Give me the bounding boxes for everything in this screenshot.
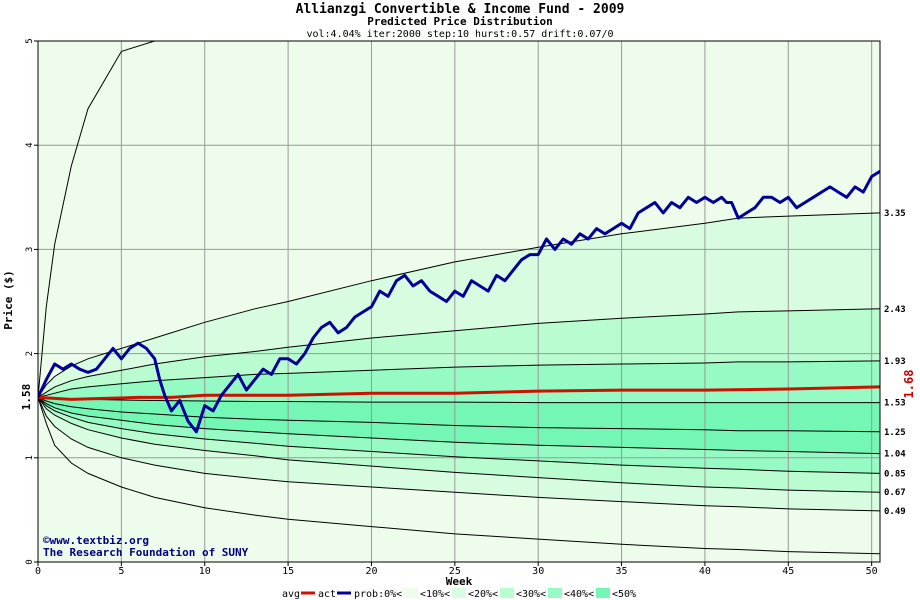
- legend-label: prob:0%<: [354, 589, 402, 600]
- average-line: [38, 385, 880, 401]
- start-price-label: 1.58: [20, 384, 33, 411]
- y-tick-label: 3: [25, 247, 35, 252]
- legend-label: <50%: [612, 589, 636, 600]
- x-axis-label: Week: [446, 575, 473, 588]
- x-tick-label: 20: [365, 566, 377, 577]
- quantile-end-label: 1.25: [884, 428, 906, 438]
- probability-bands: [38, 41, 880, 562]
- y-tick-label: 2: [25, 351, 35, 356]
- y-axis-label: Price ($): [2, 270, 15, 330]
- legend-label: avg: [282, 589, 300, 600]
- legend-swatch-band: [596, 588, 610, 598]
- quantile-labels: 3.35 2.43 1.93 1.53 1.25 1.04 0.85 0.67 0.49: [884, 209, 906, 517]
- x-tick-label: 35: [616, 566, 628, 577]
- grid-lines: [38, 41, 880, 562]
- x-tick-label: 40: [699, 566, 711, 577]
- quantile-line: [38, 397, 880, 512]
- quantile-end-label: 2.43: [884, 305, 906, 315]
- quantile-line: [38, 397, 880, 493]
- x-tick-label: 10: [199, 566, 211, 577]
- copyright-text: ©www.textbiz.org: [43, 534, 149, 547]
- quantile-end-label: 0.67: [884, 488, 906, 498]
- y-tick-label: 1: [25, 455, 35, 460]
- legend: avg act prob:0%< <10%< <20%< <30%< <40%< <50%: [282, 588, 636, 600]
- quantile-line: [38, 308, 880, 398]
- legend-label: <20%<: [468, 589, 498, 600]
- x-tick-label: 50: [866, 566, 878, 577]
- quantile-line: [38, 396, 880, 433]
- x-tick-label: 45: [782, 566, 794, 577]
- plot-frame: [37, 40, 881, 563]
- end-average-label: 1.68: [902, 370, 916, 399]
- quantile-end-label: 1.04: [884, 450, 906, 460]
- y-axis-ticks: 0 1 2 3 4 5: [25, 38, 38, 565]
- quantile-end-label: 0.85: [884, 469, 906, 479]
- x-tick-label: 30: [532, 566, 544, 577]
- chart-params: vol:4.04% iter:2000 step:10 hurst:0.57 d…: [306, 29, 613, 40]
- legend-swatch-band: [500, 588, 514, 598]
- chart-subtitle: Predicted Price Distribution: [367, 15, 552, 28]
- x-tick-label: 25: [449, 566, 461, 577]
- y-tick-label: 0: [25, 559, 35, 564]
- chart-title: Allianzgi Convertible & Income Fund - 20…: [296, 2, 625, 17]
- x-tick-label: 0: [35, 566, 41, 577]
- y-tick-label: 4: [25, 142, 35, 147]
- y-tick-label: 5: [25, 38, 35, 43]
- quantile-end-label: 1.53: [884, 399, 906, 409]
- legend-label: act: [318, 589, 336, 600]
- quantile-line: [38, 397, 880, 474]
- legend-label: <10%<: [420, 589, 450, 600]
- legend-swatch-band: [452, 588, 466, 598]
- legend-swatch-band: [404, 588, 418, 598]
- quantile-end-label: 1.93: [884, 357, 906, 367]
- legend-swatch-band: [548, 588, 562, 598]
- legend-label: <30%<: [516, 589, 546, 600]
- quantile-line: [38, 41, 880, 398]
- quantile-end-label: 0.49: [884, 507, 906, 517]
- quantile-line: [38, 396, 880, 455]
- quantile-end-label: 3.35: [884, 209, 906, 219]
- foundation-text: The Research Foundation of SUNY: [43, 546, 249, 559]
- x-tick-label: 5: [118, 566, 124, 577]
- quantile-line: [38, 212, 880, 398]
- legend-label: <40%<: [564, 589, 594, 600]
- actual-price-line: [38, 170, 880, 434]
- price-series: [38, 170, 880, 434]
- quantile-line: [38, 397, 880, 555]
- x-tick-label: 15: [282, 566, 294, 577]
- x-axis-ticks: 0 5 10 15 20 25 30 35 40 45 50: [35, 562, 878, 577]
